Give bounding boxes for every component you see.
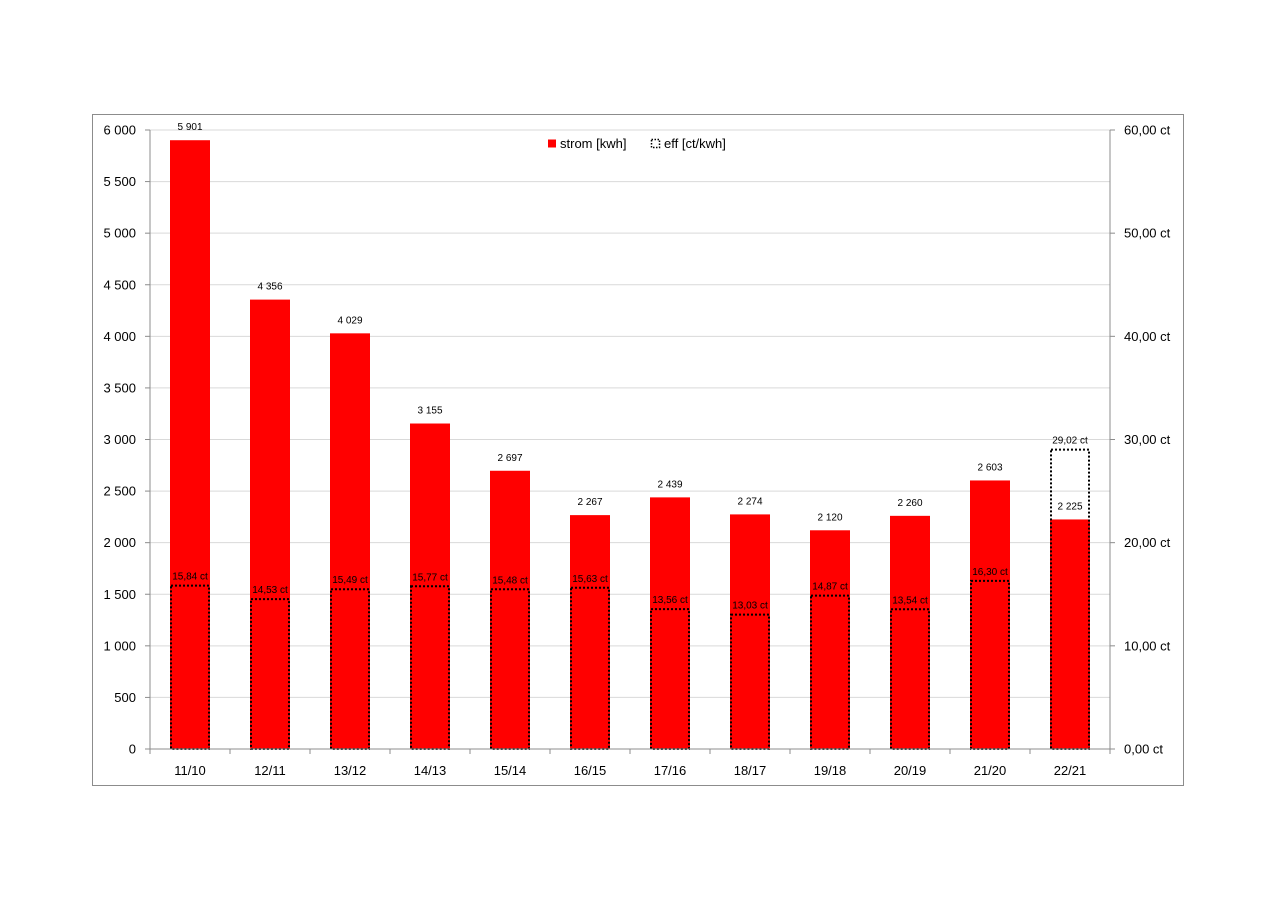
data-label-eff: 15,63 ct — [572, 574, 608, 585]
data-label-eff: 13,03 ct — [732, 601, 768, 612]
data-labels: 5 901 15,84 ct 4 356 14,53 ct 4 029 15,49 ct 3… — [172, 122, 1088, 611]
data-label-eff: 15,48 ct — [492, 575, 528, 586]
bar-eff — [410, 585, 450, 750]
bar-strom — [810, 530, 850, 749]
bar-strom — [730, 514, 770, 749]
bar-strom — [970, 480, 1010, 749]
x-tick-label: 21/20 — [974, 763, 1007, 778]
data-label-strom: 2 120 — [817, 512, 842, 523]
y2-tick-label: 60,00 ct — [1124, 123, 1171, 138]
data-label-eff: 15,84 ct — [172, 572, 208, 583]
data-label-strom: 4 029 — [337, 315, 362, 326]
y2-tick-label: 20,00 ct — [1124, 535, 1171, 550]
x-tick-label: 20/19 — [894, 763, 927, 778]
data-label-eff: 15,77 ct — [412, 572, 448, 583]
data-label-eff: 13,54 ct — [892, 595, 928, 606]
y-tick-label: 3 000 — [103, 432, 136, 447]
data-label-eff: 16,30 ct — [972, 567, 1008, 578]
x-tick-label: 12/11 — [254, 763, 286, 778]
y2-tick-label: 30,00 ct — [1124, 432, 1171, 447]
y-tick-label: 3 500 — [103, 380, 136, 395]
bar-strom — [330, 333, 370, 749]
data-label-eff: 14,53 ct — [252, 585, 288, 596]
legend-label-strom: strom [kwh] — [560, 136, 626, 151]
x-tick-label: 15/14 — [494, 763, 527, 778]
bar-strom — [170, 140, 210, 749]
data-label-strom: 4 356 — [257, 282, 282, 293]
y-tick-label: 6 000 — [103, 123, 136, 138]
axes: 0 500 1 000 1 500 2 000 2 500 3 000 3 500 4 000 4… — [103, 123, 1170, 779]
x-tick-label: 17/16 — [654, 763, 687, 778]
bar-eff — [250, 598, 290, 750]
data-label-strom: 2 603 — [977, 462, 1002, 473]
y-tick-label: 2 500 — [103, 484, 136, 499]
x-tick-label: 18/17 — [734, 763, 767, 778]
y-tick-label: 2 000 — [103, 535, 136, 550]
data-label-eff: 29,02 ct — [1052, 436, 1088, 447]
bar-eff — [730, 613, 770, 751]
data-label-strom: 2 267 — [577, 497, 602, 508]
y2-tick-label: 50,00 ct — [1124, 226, 1171, 241]
data-label-strom: 3 155 — [417, 406, 442, 417]
y-tick-label: 500 — [114, 690, 136, 705]
legend: strom [kwh] eff [ct/kwh] — [548, 136, 726, 151]
gridlines — [150, 129, 1110, 698]
y-tick-label: 4 000 — [103, 329, 136, 344]
bar-strom — [490, 470, 530, 749]
y-tick-label: 0 — [129, 742, 136, 757]
data-label-eff: 13,56 ct — [652, 595, 688, 606]
bar-strom — [570, 515, 610, 749]
bar-eff — [570, 586, 610, 750]
bar-strom — [650, 497, 690, 749]
y-tick-label: 4 500 — [103, 277, 136, 292]
y-tick-label: 5 000 — [103, 226, 136, 241]
bars — [170, 140, 1090, 751]
data-label-strom: 2 697 — [497, 453, 522, 464]
y2-tick-label: 10,00 ct — [1124, 638, 1171, 653]
data-label-strom: 2 439 — [657, 479, 682, 490]
bar-strom — [1050, 519, 1090, 749]
x-tick-label: 19/18 — [814, 763, 847, 778]
x-tick-label: 11/10 — [174, 763, 206, 778]
x-tick-label: 13/12 — [334, 763, 367, 778]
x-tick-label: 16/15 — [574, 763, 607, 778]
bar-strom — [250, 299, 290, 749]
bar-strom — [890, 515, 930, 749]
data-label-strom: 2 260 — [897, 498, 922, 509]
y-tick-label: 5 500 — [103, 174, 136, 189]
data-label-eff: 15,49 ct — [332, 575, 368, 586]
y-tick-label: 1 000 — [103, 638, 136, 653]
data-label-strom: 2 274 — [737, 496, 762, 507]
x-tick-label: 22/21 — [1054, 763, 1087, 778]
data-label-strom: 2 225 — [1057, 501, 1082, 512]
data-label-strom: 5 901 — [177, 122, 202, 133]
legend-swatch-eff — [650, 138, 661, 149]
x-tick-label: 14/13 — [414, 763, 447, 778]
y-tick-label: 1 500 — [103, 587, 136, 602]
legend-label-eff: eff [ct/kwh] — [664, 136, 726, 151]
y2-tick-label: 40,00 ct — [1124, 329, 1171, 344]
legend-swatch-strom — [548, 139, 556, 148]
data-label-eff: 14,87 ct — [812, 582, 848, 593]
y2-tick-label: 0,00 ct — [1124, 742, 1163, 757]
